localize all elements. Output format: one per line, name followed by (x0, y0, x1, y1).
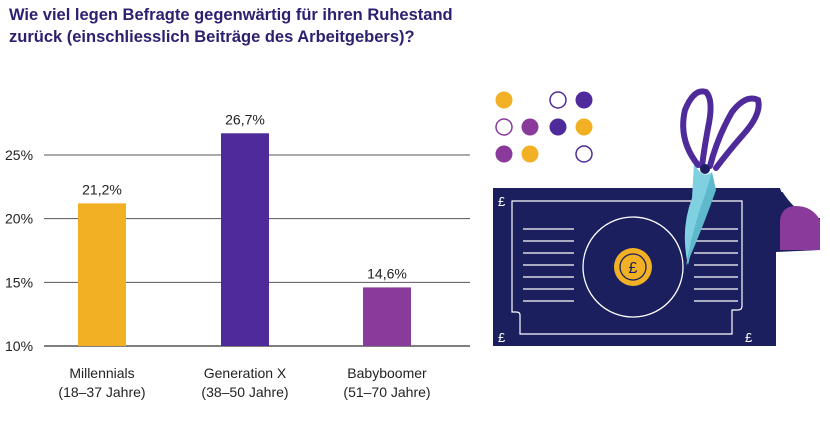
dot-pattern (495, 91, 593, 163)
banknote-lines-left (523, 228, 574, 302)
chart-title: Wie viel legen Befragte gegenwärtig für … (9, 4, 529, 48)
x-tick-label: (18–37 Jahre) (58, 384, 145, 400)
dot (495, 91, 513, 109)
x-tick-label: (51–70 Jahre) (343, 384, 430, 400)
dot (521, 118, 539, 136)
data-label: 26,7% (225, 111, 265, 127)
dot (575, 145, 593, 163)
bar-chart: 10% 15% 20% 25% 21,2% Millennials (18–37 Jahre… (5, 111, 470, 400)
banknote-icon: £ £ £ £ (493, 175, 820, 346)
coin-symbol: £ (629, 260, 638, 277)
bar (78, 203, 126, 346)
dot (495, 145, 513, 163)
x-tick-label: Millennials (69, 365, 134, 381)
y-tick-label: 15% (5, 274, 33, 290)
coin-icon: £ (614, 248, 652, 286)
chart-title-line-1: Wie viel legen Befragte gegenwärtig für … (9, 6, 453, 24)
dot (495, 118, 513, 136)
x-tick-label: Generation X (204, 365, 287, 381)
bar (221, 133, 269, 346)
dot (575, 118, 593, 136)
y-tick-label: 10% (5, 338, 33, 354)
chart-title-line-2: zurück (einschliesslich Beiträge des Arb… (9, 28, 415, 46)
corner-symbol: £ (498, 194, 506, 209)
data-label: 21,2% (82, 181, 122, 197)
corner-symbol: £ (498, 330, 506, 345)
bar (363, 287, 411, 346)
x-tick-label: Babyboomer (347, 365, 427, 381)
illustration: £ £ £ £ (493, 88, 820, 346)
y-tick-label: 20% (5, 211, 33, 227)
dot (521, 145, 539, 163)
dot (549, 118, 567, 136)
corner-symbol: £ (745, 330, 753, 345)
x-tick-label: (38–50 Jahre) (201, 384, 288, 400)
scissors-icon (680, 88, 762, 266)
dot (549, 91, 567, 109)
dot (575, 91, 593, 109)
y-tick-label: 25% (5, 147, 33, 163)
data-label: 14,6% (367, 265, 407, 281)
